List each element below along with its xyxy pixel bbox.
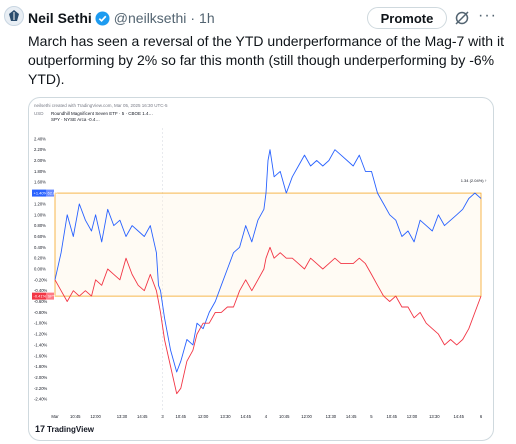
last-value-label-mag7-bg [32, 189, 46, 197]
y-tick-label: -1.80% [34, 364, 48, 369]
x-tick-label: 13:30 [220, 414, 231, 419]
x-tick-label: 3 [161, 414, 164, 419]
last-value-label-spy: -0.41% [34, 294, 47, 299]
y-tick-label: 2.40% [34, 136, 46, 141]
y-tick-label: -2.00% [34, 375, 48, 380]
highlight-box [54, 192, 482, 297]
y-tick-label: 1.00% [34, 212, 46, 217]
series-line-spy [54, 246, 482, 395]
y-tick-label: 0.40% [34, 245, 46, 250]
tradingview-logo: 17 TradingView [35, 424, 94, 434]
y-tick-label: -2.40% [34, 397, 48, 402]
chart-card[interactable]: neilsethi created with TradingView.com, … [28, 97, 494, 441]
y-tick-label: -2.20% [34, 386, 48, 391]
price-label-spy: SPY [48, 294, 56, 299]
y-tick-label: 1.60% [34, 180, 46, 185]
price-label-spy-bg [46, 292, 54, 300]
tradingview-mark-icon: 17 [35, 424, 46, 434]
leaf-shield-icon [9, 10, 19, 21]
y-tick-label: -0.60% [34, 299, 48, 304]
x-tick-label: 13:30 [117, 414, 128, 419]
price-label-mag7-bg [46, 189, 54, 197]
x-tick-label: 12:00 [90, 414, 101, 419]
x-tick-label: 6 [480, 414, 483, 419]
x-tick-label: 13:30 [326, 414, 337, 419]
verified-badge-icon [95, 10, 110, 26]
series-line-mag7 [54, 149, 482, 373]
legend-series-1: Roundhill Magnificent Seven ETF · 5 · CB… [51, 111, 153, 116]
tradingview-brand: TradingView [47, 424, 94, 434]
avatar[interactable] [4, 6, 24, 26]
x-tick-label: 10:45 [387, 414, 398, 419]
more-options-icon[interactable]: ··· [478, 7, 497, 24]
price-label-mag7: 62.86 [48, 191, 59, 196]
x-tick-label: 12:00 [301, 414, 312, 419]
y-tick-label: -0.80% [34, 310, 48, 315]
y-tick-label: 2.20% [34, 147, 46, 152]
author-handle[interactable]: @neilksethi [113, 10, 187, 26]
x-tick-label: 12:00 [407, 414, 418, 419]
x-tick-label: 10:45 [70, 414, 81, 419]
tweet-text: March has seen a reversal of the YTD und… [28, 33, 504, 87]
x-tick-label: 4 [265, 414, 268, 419]
y-tick-label: 2.00% [34, 158, 46, 163]
x-tick-label: Mar [51, 414, 59, 419]
promote-button[interactable]: Promote [367, 7, 447, 29]
y-tick-label: 0.60% [34, 234, 46, 239]
y-tick-label: 1.80% [34, 169, 46, 174]
y-tick-label: -0.40% [34, 288, 48, 293]
x-tick-label: 5 [370, 414, 373, 419]
y-tick-label: 0.00% [34, 267, 46, 272]
x-tick-label: 12:00 [198, 414, 209, 419]
y-tick-label: 1.20% [34, 201, 46, 206]
chart-usd-label: USD [34, 111, 44, 116]
author-name[interactable]: Neil Sethi [28, 10, 92, 26]
post-header: Neil Sethi @neilksethi · 1h [28, 8, 215, 28]
grok-slash-icon[interactable] [454, 10, 470, 26]
x-tick-label: 14:45 [137, 414, 148, 419]
x-tick-label: 10:45 [279, 414, 290, 419]
x-tick-label: 14:45 [453, 414, 464, 419]
y-tick-label: -1.60% [34, 353, 48, 358]
x-tick-label: 13:30 [429, 414, 440, 419]
x-tick-label: 14:45 [346, 414, 357, 419]
x-tick-label: 10:45 [176, 414, 187, 419]
last-value-label-mag7: +1.40% [34, 191, 48, 196]
y-tick-label: -1.40% [34, 342, 48, 347]
x-tick-label: 14:45 [240, 414, 251, 419]
chart-credit: neilsethi created with TradingView.com, … [34, 103, 168, 108]
legend-series-2: SPY · NYSE Arca -0.4… [51, 117, 100, 122]
separator-dot: · [190, 10, 196, 26]
y-tick-label: -0.20% [34, 277, 48, 282]
y-tick-label: -1.20% [34, 332, 48, 337]
chart: neilsethi created with TradingView.com, … [32, 103, 487, 419]
post-time[interactable]: 1h [199, 10, 215, 26]
last-value-label-spy-bg [32, 292, 46, 300]
y-tick-label: -1.00% [34, 321, 48, 326]
y-tick-label: 0.80% [34, 223, 46, 228]
measure-annotation: 1.34 (2.04%) ↑ [461, 178, 487, 183]
y-tick-label: 0.20% [34, 256, 46, 261]
